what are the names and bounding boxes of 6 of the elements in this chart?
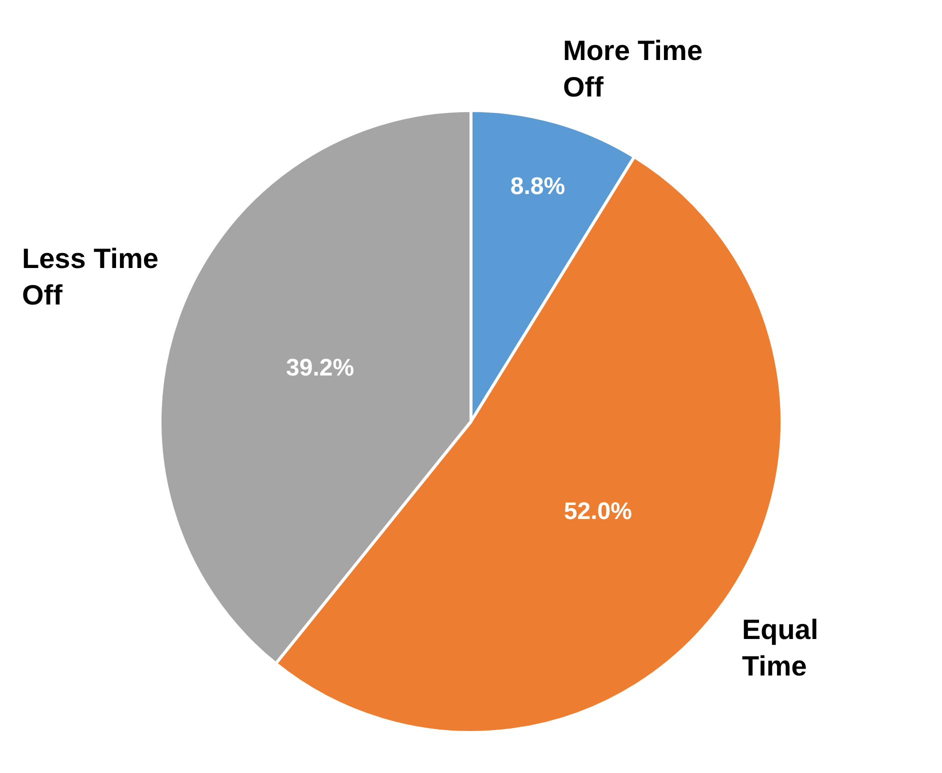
- slice-label: Equal Time: [742, 614, 818, 682]
- data-label: 52.0%: [564, 498, 632, 525]
- data-label: 8.8%: [510, 172, 566, 200]
- slice-label: Less Time Off: [22, 243, 158, 310]
- slice-label: More Time Off: [563, 35, 703, 102]
- data-label: 39.2%: [286, 354, 354, 382]
